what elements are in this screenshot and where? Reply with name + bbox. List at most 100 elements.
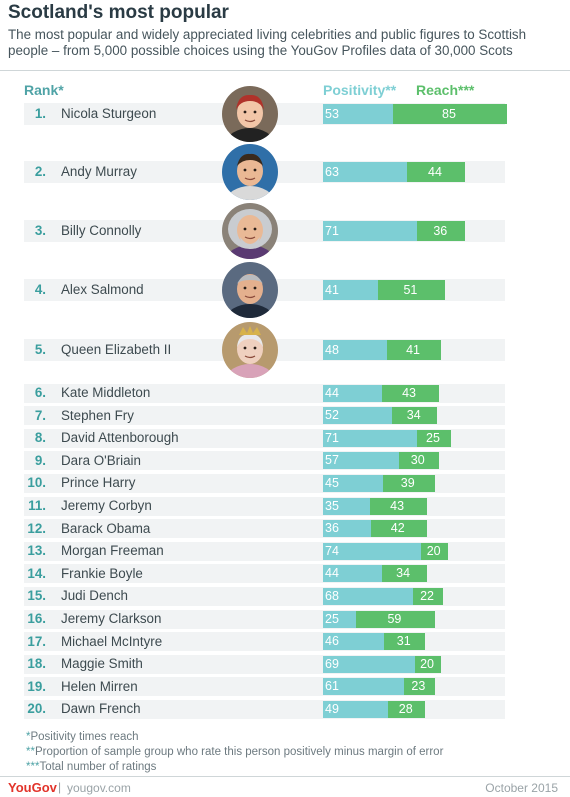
positivity-value-label: 48 [325,342,339,357]
rank-label: 11. [28,498,46,513]
portrait-photo [222,322,278,378]
rank-label: 18. [27,656,46,672]
reach-value-label: 43 [390,498,405,513]
rank-label: 8. [34,430,46,446]
rank-label: 3. [34,223,46,238]
rank-label: 17. [27,633,46,649]
reach-bar [377,280,446,300]
positivity-value-label: 46 [325,634,339,649]
positivity-value-label: 53 [325,106,339,121]
source-link[interactable]: yougov.com [67,781,131,795]
rank-label: 10. [27,475,46,491]
name-label: Andy Murray [61,164,137,179]
reach-value-label: 85 [442,106,456,121]
positivity-bar [323,407,393,425]
reach-bar [382,474,435,492]
name-label: Helen Mirren [61,678,138,694]
positivity-bar [323,633,385,651]
rank-label: 14. [27,565,46,581]
footer-rule [0,776,570,777]
positivity-bar [323,542,422,560]
reach-bar [381,565,427,583]
rank-label: 16. [27,611,46,626]
name-label: Nicola Sturgeon [61,106,157,121]
positivity-bar [323,384,382,402]
name-label: David Attenborough [61,430,179,446]
chart-title: Scotland's most popular [8,2,229,23]
reach-bar [404,678,435,696]
positivity-value-label: 49 [325,701,339,716]
reach-value-label: 28 [398,701,413,716]
portrait-photo [222,144,278,200]
reach-value-label: 20 [426,543,441,558]
rank-label: 2. [34,164,46,179]
rank-label: 4. [34,282,46,297]
chart-subtitle: The most popular and widely appreciated … [8,27,527,58]
reach-bar [406,162,466,182]
reach-column-header: Reach*** [416,82,475,98]
positivity-value-label: 68 [325,588,339,603]
reach-bar [384,633,426,651]
reach-bar [369,497,427,515]
rank-label: 20. [27,701,46,717]
reach-bar [370,520,427,538]
reach-value-label: 41 [406,342,420,357]
positivity-bar [323,610,357,628]
positivity-bar [323,565,382,583]
positivity-bar [323,655,415,673]
footnotes: *Positivity times reach **Proportion of … [26,730,443,775]
reach-bar [417,221,466,241]
name-label: Jeremy Corbyn [61,498,152,513]
name-label: Dara O'Briain [61,452,141,468]
publication-date: October 2015 [485,781,558,795]
name-label: Judi Dench [61,588,128,604]
reach-bar [386,340,442,360]
positivity-value-label: 61 [325,679,339,694]
positivity-bar [323,280,378,300]
name-label: Michael McIntyre [61,633,163,649]
positivity-value-label: 41 [325,282,339,297]
positivity-bar [323,340,387,360]
name-label: Stephen Fry [61,407,134,423]
portrait-photo [222,262,278,318]
name-label: Kate Middleton [61,385,151,400]
positivity-bar [323,474,383,492]
positivity-bar [323,429,418,447]
reach-value-label: 22 [420,588,434,603]
reach-value-label: 20 [420,656,434,671]
positivity-value-label: 25 [325,611,339,626]
positivity-value-label: 71 [325,223,339,238]
yougov-logo: YouGov [8,780,57,795]
positivity-value-label: 57 [325,453,339,468]
rank-label: 15. [27,588,46,604]
reach-bar [421,542,448,560]
positivity-column-header: Positivity** [323,82,397,98]
positivity-value-label: 35 [325,498,339,513]
name-label: Jeremy Clarkson [61,611,162,626]
reach-value-label: 42 [390,521,405,536]
reach-bar [356,610,435,628]
positivity-bar [323,678,405,696]
positivity-value-label: 36 [325,521,339,536]
reach-value-label: 43 [402,385,417,400]
positivity-value-label: 44 [325,566,339,581]
reach-bar [413,587,443,605]
reach-value-label: 23 [411,679,426,694]
reach-bar [414,655,442,673]
reach-bar [392,407,438,425]
positivity-value-label: 63 [325,164,339,179]
reach-bar [417,429,451,447]
rank-column-header: Rank* [24,82,64,98]
positivity-value-label: 45 [325,475,339,490]
footnote-1: *Positivity times reach [26,731,139,743]
reach-value-label: 44 [428,164,442,179]
rank-label: 5. [34,342,46,357]
positivity-bar [323,162,407,182]
rank-label: 19. [27,678,46,694]
rank-label: 13. [27,543,46,559]
reach-value-label: 39 [400,475,415,490]
header-rule [0,70,570,71]
rank-label: 12. [27,520,46,536]
portrait-photo [222,86,278,142]
positivity-bar [323,452,399,470]
